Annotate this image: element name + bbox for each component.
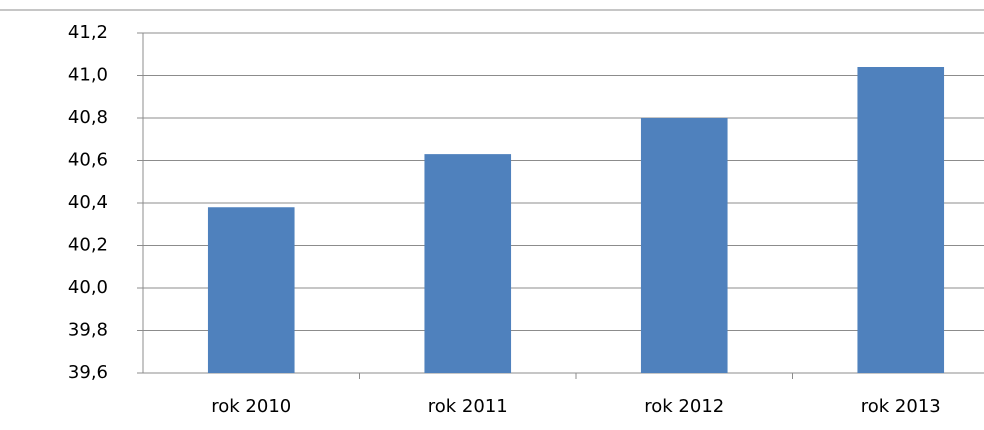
y-tick-label: 40,4: [68, 192, 108, 213]
y-tick-label: 40,0: [68, 277, 108, 298]
x-tick-label: rok 2013: [861, 396, 941, 417]
y-tick-label: 41,2: [68, 22, 108, 43]
y-tick-label: 39,8: [68, 320, 108, 341]
x-tick-label: rok 2011: [428, 396, 508, 417]
y-tick-label: 40,6: [68, 150, 108, 171]
x-tick-label: rok 2012: [644, 396, 724, 417]
bar: [424, 154, 512, 373]
y-tick-label: 41,0: [68, 65, 108, 86]
bar: [640, 118, 728, 373]
y-tick-label: 40,8: [68, 107, 108, 128]
x-tick-label: rok 2010: [211, 396, 291, 417]
y-tick-label: 39,6: [68, 362, 108, 383]
y-tick-label: 40,2: [68, 235, 108, 256]
bar: [857, 67, 945, 373]
bar: [207, 207, 295, 373]
